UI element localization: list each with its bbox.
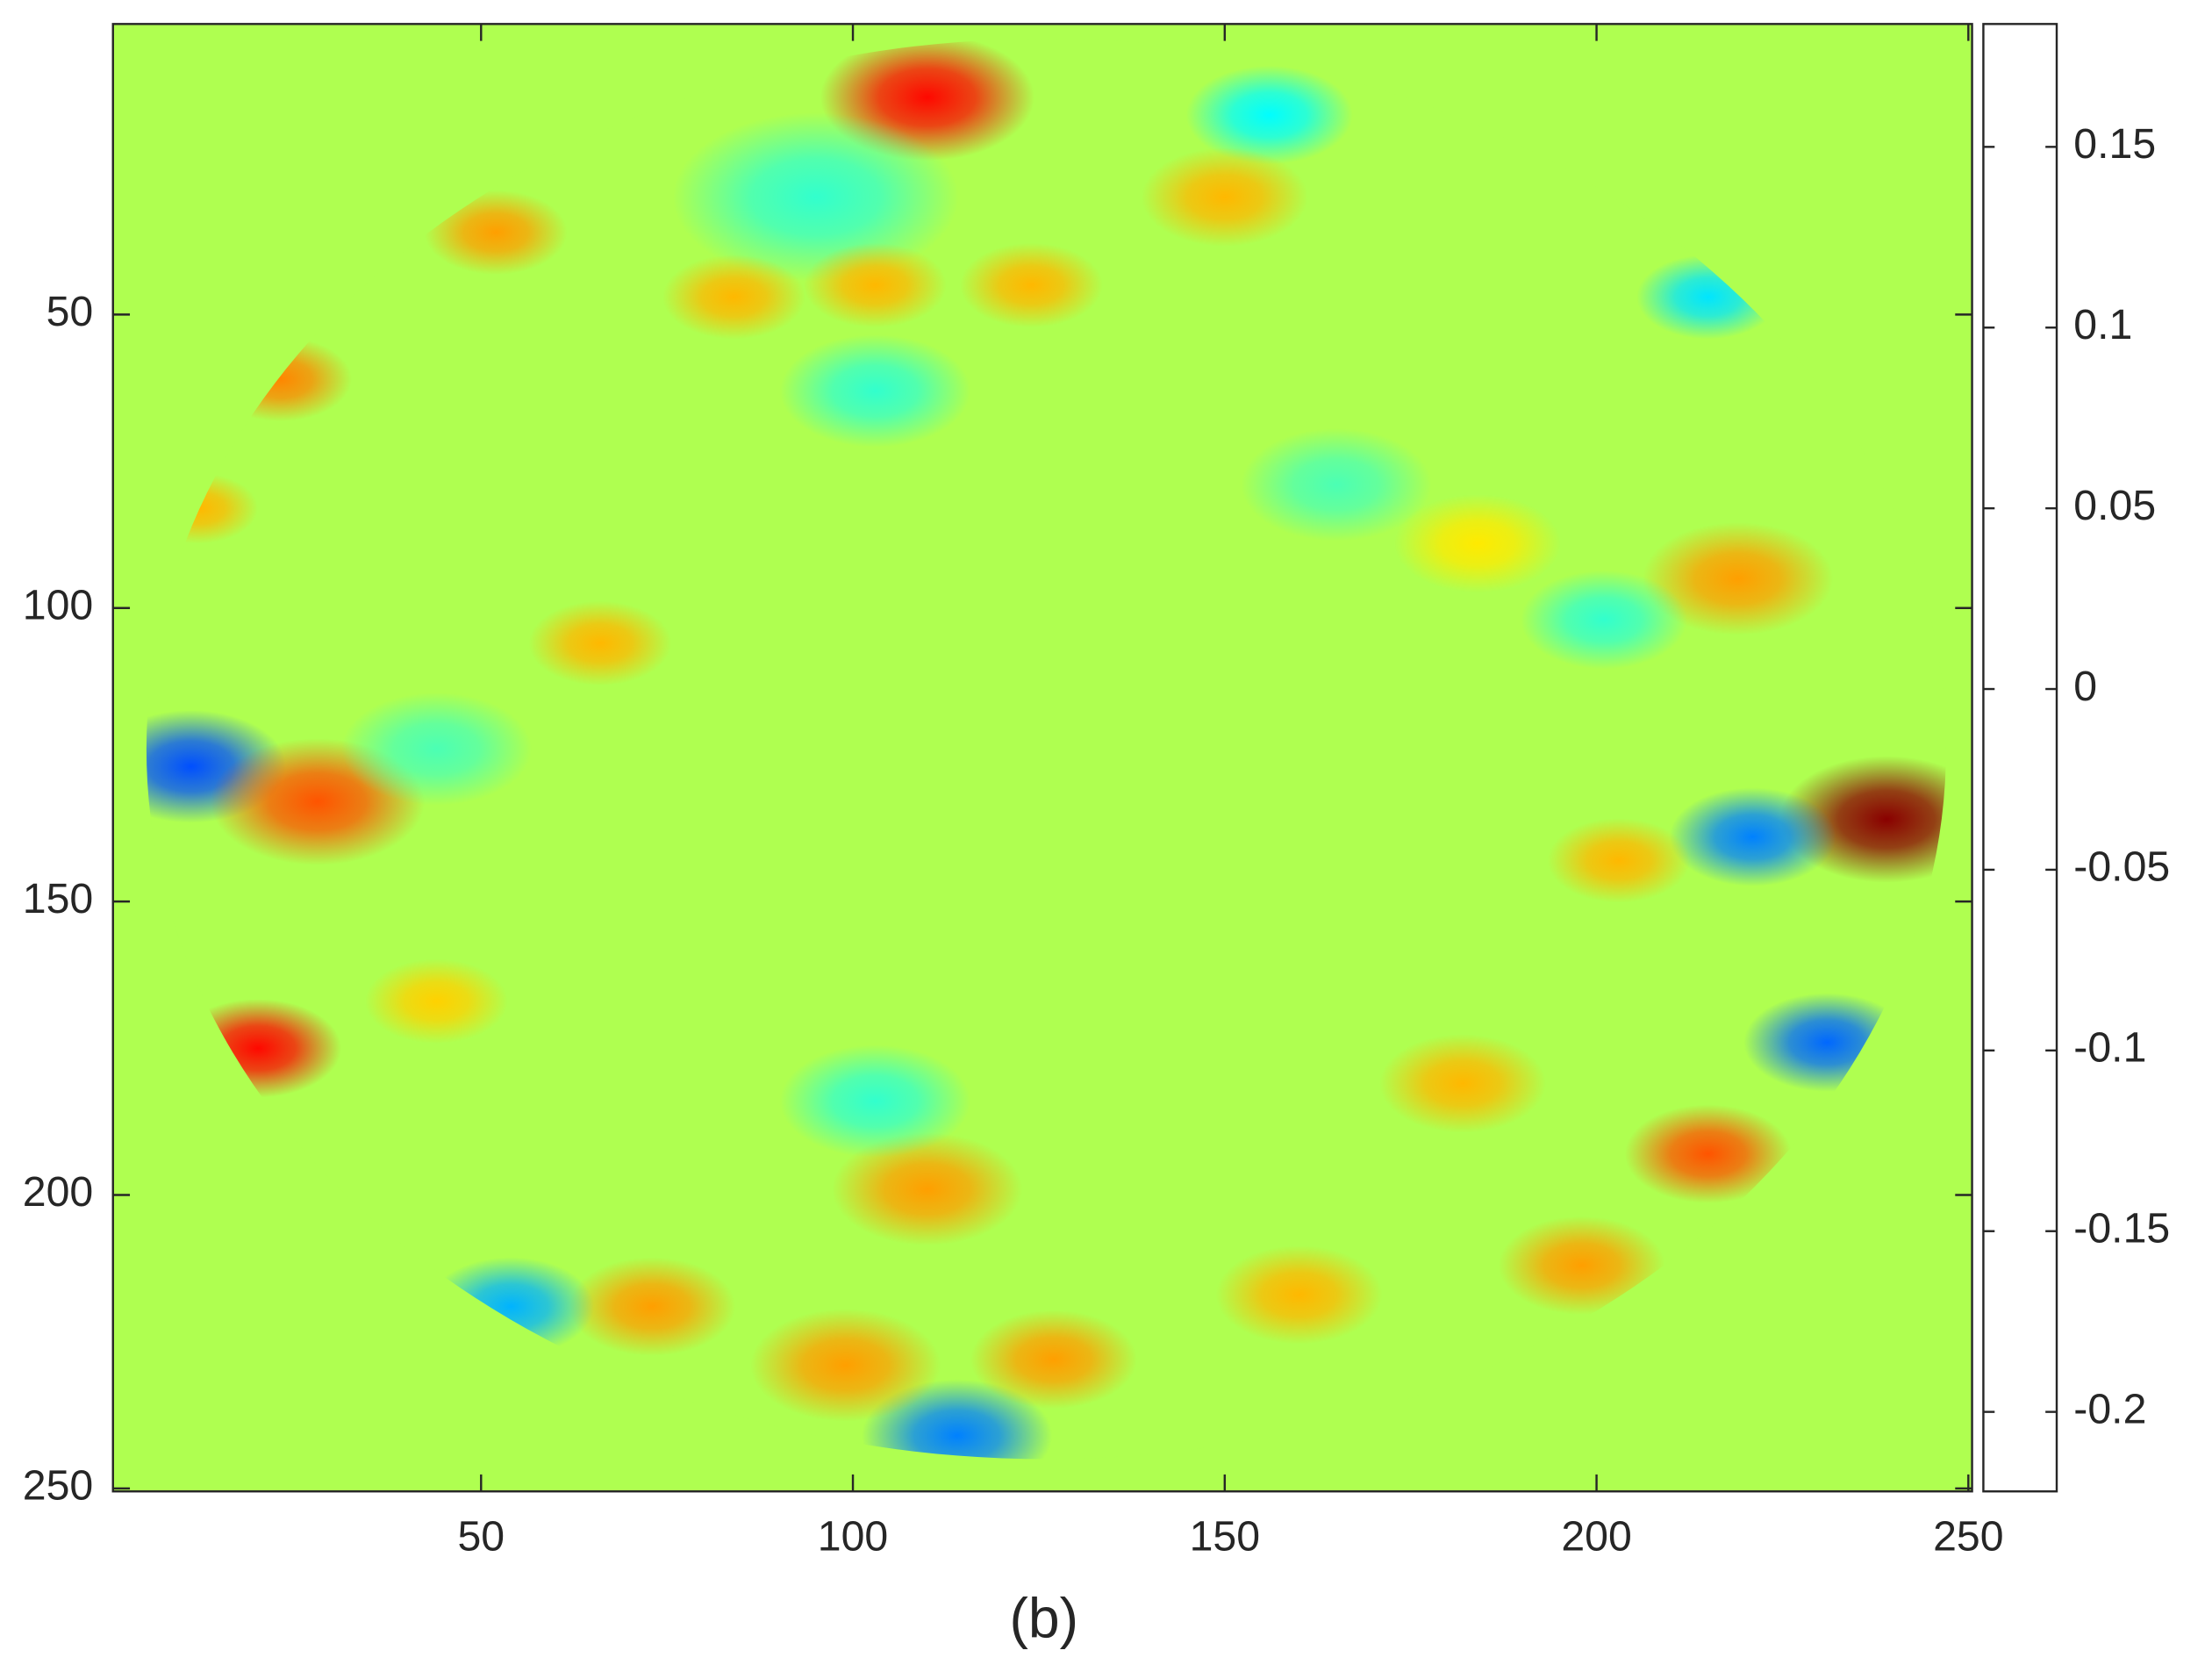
x-tick-label: 100	[818, 1513, 888, 1561]
colorbar	[1982, 23, 2058, 1493]
y-tick-label: 250	[23, 1462, 93, 1510]
colorbar-tick-label: 0	[2073, 663, 2097, 710]
colorbar-tick-label: -0.15	[2073, 1204, 2170, 1252]
heatmap-spot	[662, 255, 805, 340]
y-tick-label: 50	[47, 288, 94, 335]
heatmap-spot	[424, 190, 568, 275]
heatmap-field	[146, 39, 1946, 1460]
x-tick-label: 150	[1190, 1513, 1260, 1561]
y-tick-label: 200	[23, 1168, 93, 1216]
x-tick-label: 50	[457, 1513, 505, 1561]
colorbar-tick-label: -0.2	[2073, 1385, 2146, 1432]
heatmap-spot	[672, 112, 959, 282]
heatmap-spot	[1547, 818, 1691, 903]
heatmap-spot	[1185, 65, 1353, 165]
heatmap-spot	[1241, 428, 1432, 542]
heatmap-spot	[862, 1379, 1053, 1460]
heatmap-spot	[832, 1132, 1023, 1246]
heatmap-spot	[1379, 1034, 1546, 1133]
heatmap-spot	[528, 600, 672, 686]
heatmap-spot	[1498, 1216, 1665, 1315]
heatmap-spot	[1215, 1245, 1383, 1345]
colorbar-tick-label: -0.05	[2073, 843, 2170, 891]
heatmap-spot	[1643, 522, 1834, 635]
heatmap-spot	[1624, 1104, 1792, 1203]
colorbar-tick-label: 0.1	[2073, 301, 2132, 348]
colorbar-tick-label: 0.15	[2073, 120, 2156, 168]
caption: (b)	[1009, 1587, 1078, 1650]
x-tick-label: 200	[1561, 1513, 1631, 1561]
heatmap-spot	[1141, 147, 1308, 247]
heatmap-spot	[970, 1310, 1137, 1409]
heatmap-spot	[1394, 494, 1561, 593]
heatmap-spot	[779, 334, 970, 448]
colorbar-tick-label: -0.1	[2073, 1024, 2146, 1072]
x-tick-label: 250	[1933, 1513, 2003, 1561]
y-tick-label: 150	[23, 875, 93, 922]
heatmap-spot	[569, 1257, 736, 1356]
heatmap-spot	[750, 1309, 941, 1422]
plot-frame	[111, 23, 1973, 1493]
colorbar-tick-label: 0.05	[2073, 482, 2156, 529]
heatmap-spot	[365, 958, 508, 1044]
heatmap-spot	[960, 242, 1103, 328]
heatmap-spot	[779, 1044, 970, 1158]
y-tick-label: 100	[23, 581, 93, 628]
heatmap-spot	[1521, 570, 1687, 670]
heatmap-spot	[340, 692, 532, 806]
heatmap-spot	[804, 242, 947, 328]
heatmap-spot	[1669, 787, 1836, 886]
